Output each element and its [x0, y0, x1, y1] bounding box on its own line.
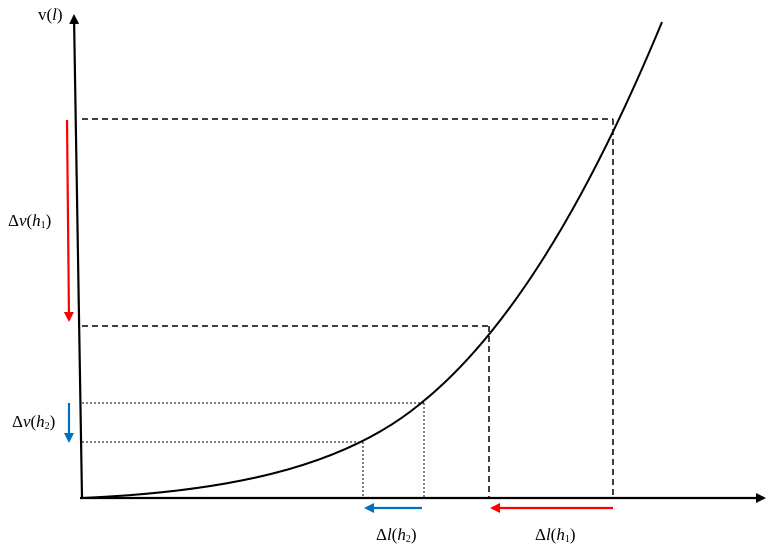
delta-l-h2-label: Δl(h2) — [376, 525, 417, 545]
delta-v-h2-label: Δv(h2) — [12, 412, 56, 432]
delta-l-h1-label: Δl(h1) — [535, 525, 576, 545]
delta-v-h1-arrow — [63, 119, 74, 322]
v-of-l-curve — [81, 21, 663, 499]
delta-v-h1-label: Δv(h1) — [8, 211, 52, 231]
y-axis-label: v(l) — [38, 5, 63, 24]
y-axis — [69, 14, 84, 499]
